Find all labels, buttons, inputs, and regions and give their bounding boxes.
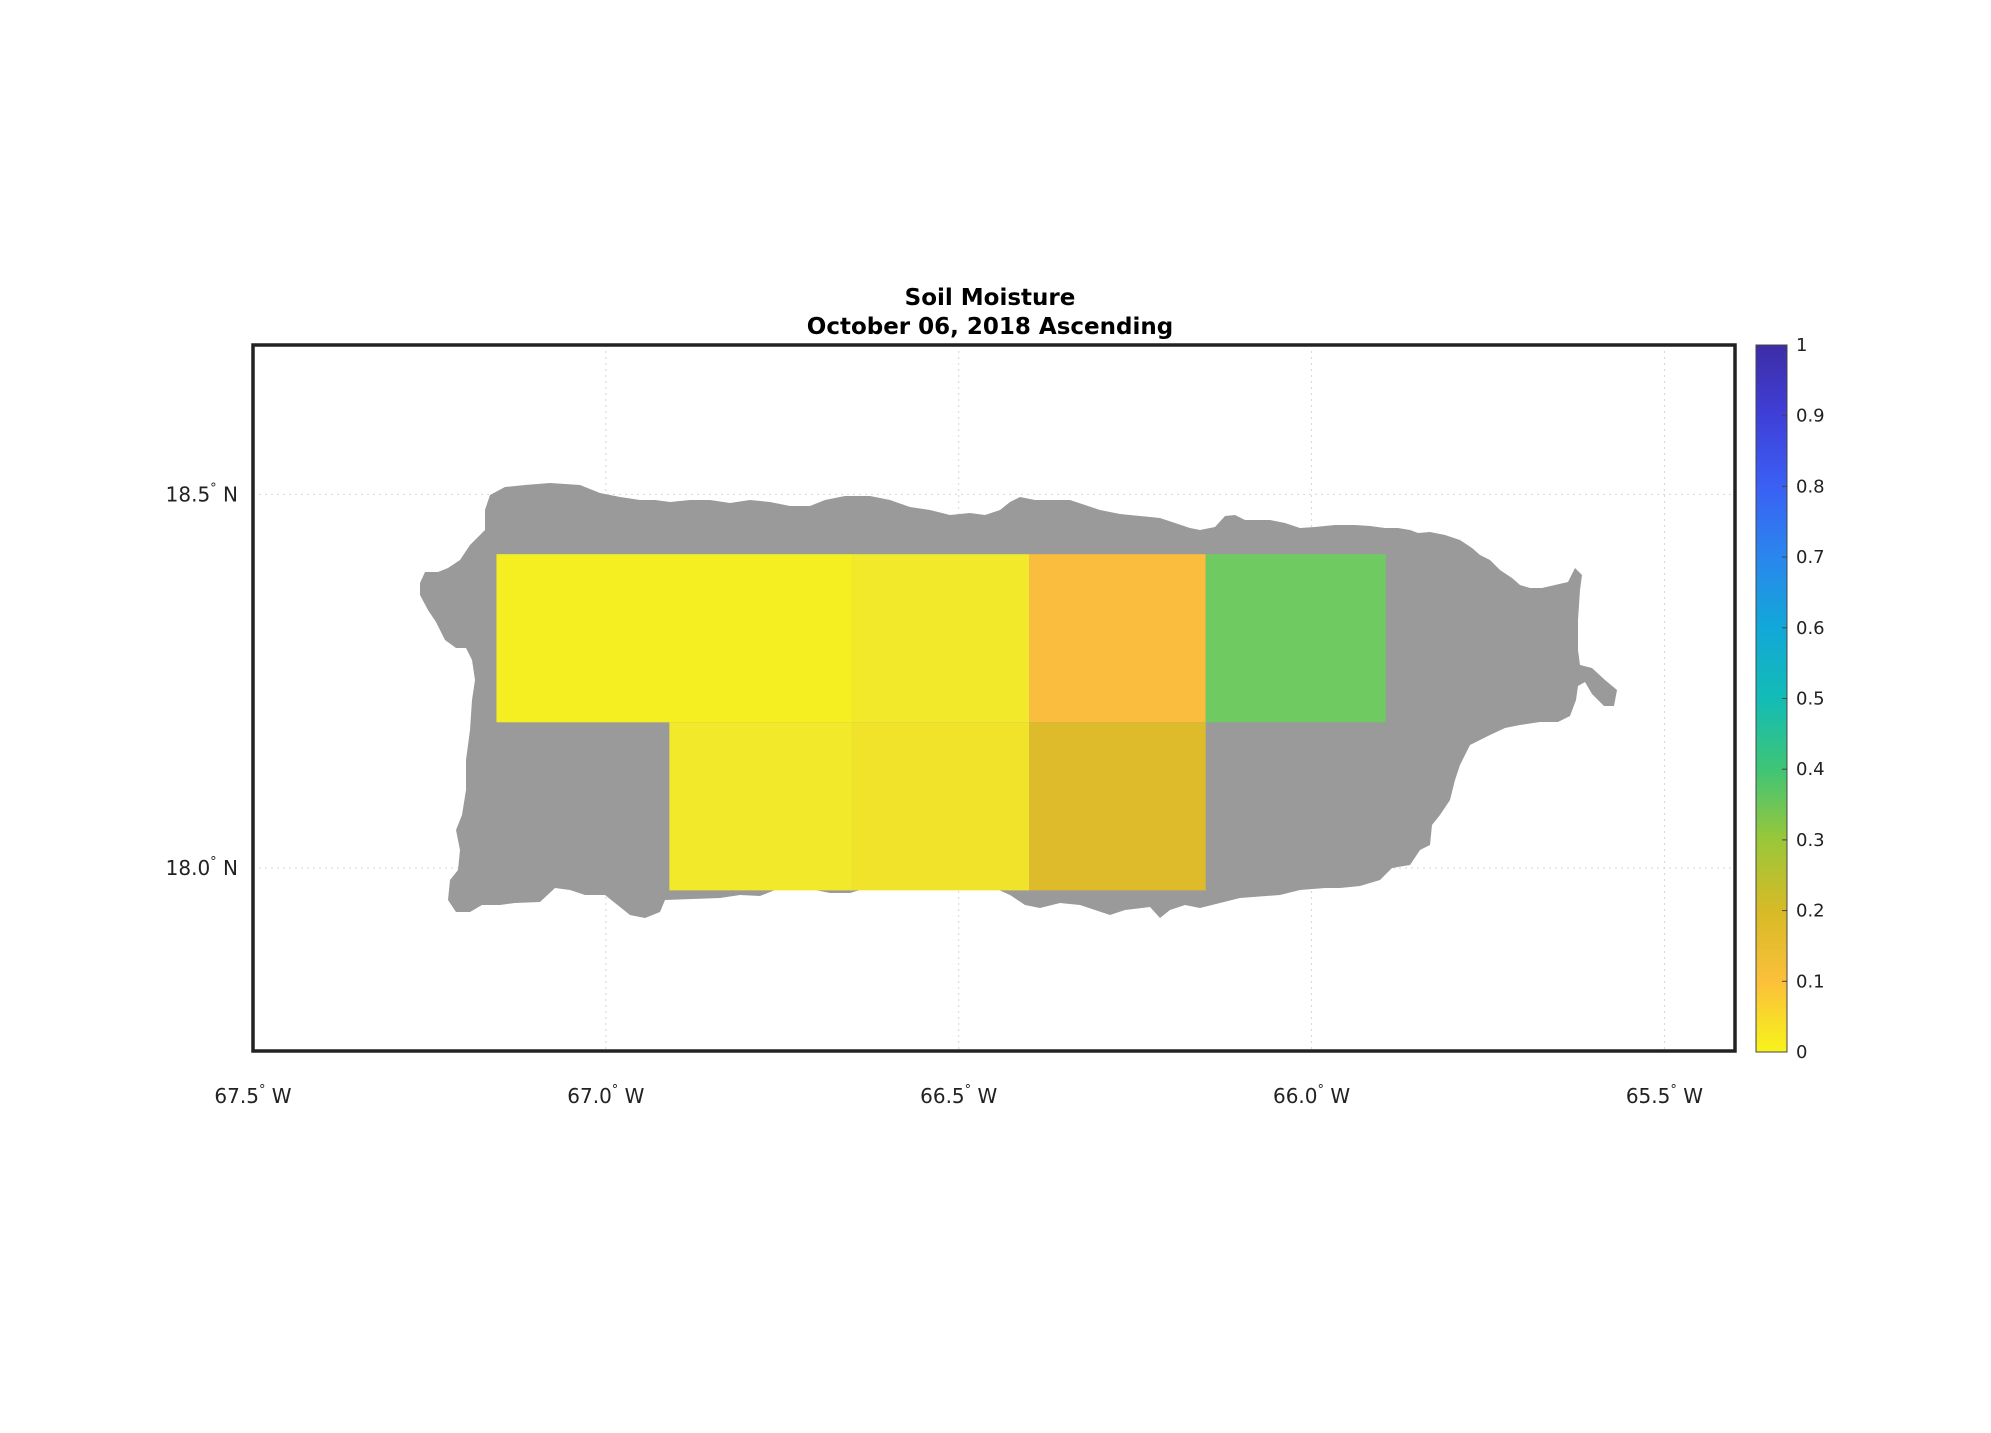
colorbar-tick-label-10: 1: [1796, 335, 1807, 356]
colorbar-tick-label-2: 0.2: [1796, 901, 1825, 922]
colorbar-tick-label-7: 0.7: [1796, 547, 1825, 568]
lat-tick-label-0: 18.5° N: [166, 481, 238, 506]
moisture-cell-2: [1029, 554, 1206, 723]
moisture-cell-3: [1205, 554, 1386, 723]
map-axes-frame: [251, 343, 1737, 1053]
colorbar-tick-label-4: 0.4: [1796, 759, 1825, 780]
longitude-tick-labels: 67.5° W 67.0° W 66.5° W 66.0° W 65.5° W: [214, 1083, 1703, 1108]
moisture-cell-5: [852, 722, 1030, 891]
colorbar-tick-labels: 0 0.1 0.2 0.3 0.4 0.5 0.6 0.7 0.8 0.9 1: [1782, 335, 1825, 1063]
lat-tick-label-1: 18.0° N: [166, 855, 238, 880]
lon-tick-label-2: 66.5° W: [920, 1083, 997, 1108]
chart-subtitle: October 06, 2018 Ascending: [807, 314, 1173, 340]
colorbar-tick-label-0: 0: [1796, 1042, 1807, 1063]
colorbar-tick-label-8: 0.8: [1796, 476, 1825, 497]
colorbar-tick-label-3: 0.3: [1796, 830, 1825, 851]
colorbar-tick-label-5: 0.5: [1796, 689, 1825, 710]
colorbar-tick-label-9: 0.9: [1796, 406, 1825, 427]
soil-moisture-cells: [496, 554, 1386, 891]
lon-tick-label-0: 67.5° W: [214, 1083, 291, 1108]
lon-tick-label-3: 66.0° W: [1273, 1083, 1350, 1108]
moisture-cell-4: [669, 722, 853, 891]
colorbar-tick-label-1: 0.1: [1796, 971, 1825, 992]
colorbar-gradient: [1755, 344, 1788, 1053]
lon-tick-label-4: 65.5° W: [1626, 1083, 1703, 1108]
moisture-cell-6: [1029, 722, 1206, 891]
colorbar-tick-label-6: 0.6: [1796, 618, 1825, 639]
latitude-tick-labels: 18.5° N 18.0° N: [166, 481, 238, 880]
chart-title: Soil Moisture: [905, 285, 1076, 311]
lon-tick-label-1: 67.0° W: [567, 1083, 644, 1108]
moisture-cell-1: [852, 554, 1030, 723]
colorbar: 0 0.1 0.2 0.3 0.4 0.5 0.6 0.7 0.8 0.9 1: [1755, 335, 1825, 1063]
moisture-cell-0: [496, 554, 853, 723]
